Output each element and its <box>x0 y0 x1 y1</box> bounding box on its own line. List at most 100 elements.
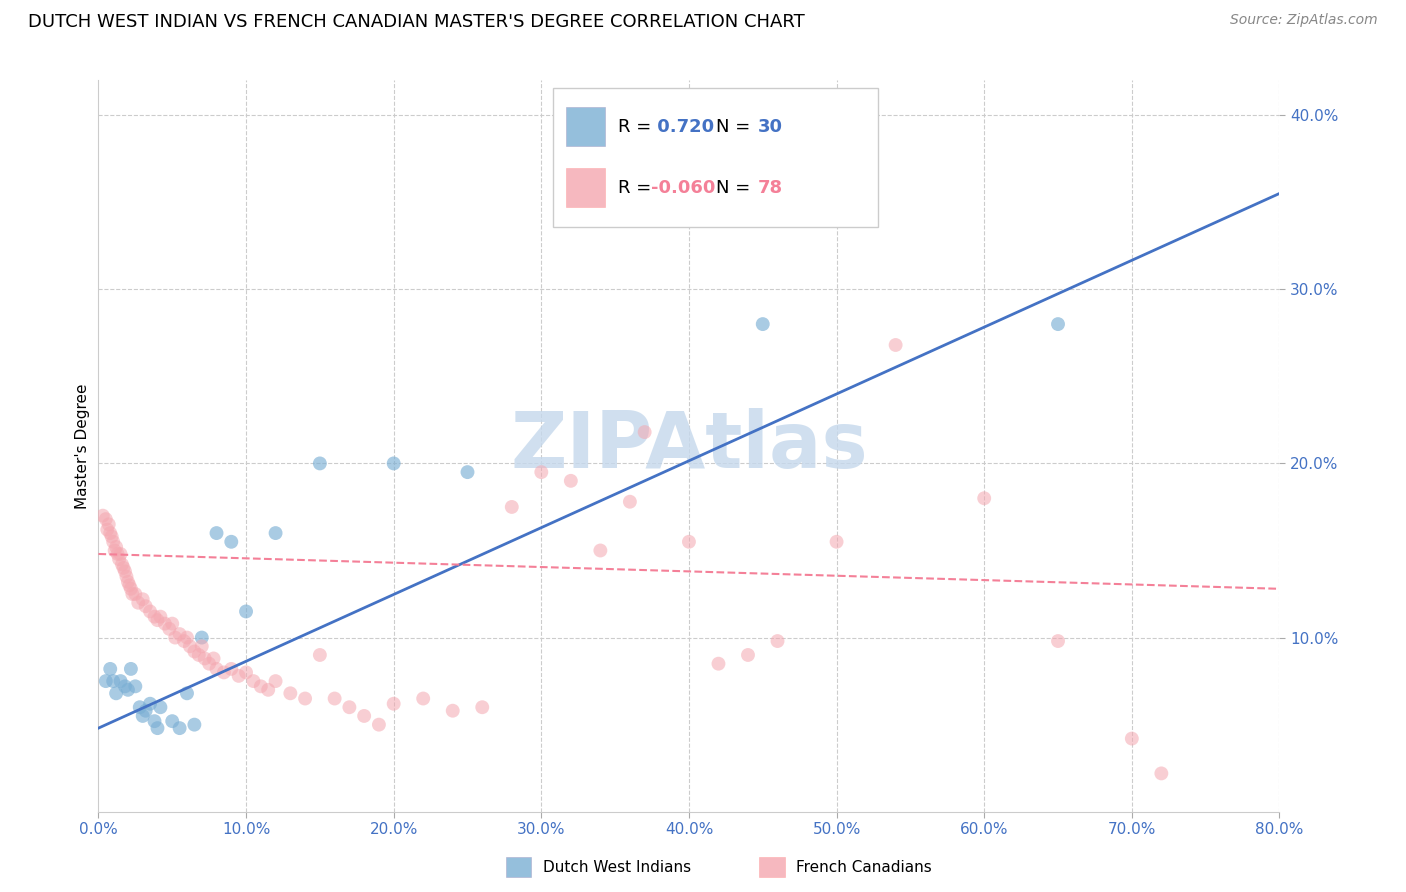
Point <box>105 686 128 700</box>
Point <box>110 674 132 689</box>
Point <box>228 669 250 683</box>
Point <box>127 596 149 610</box>
Point <box>98 662 121 676</box>
Point <box>219 534 242 549</box>
Point <box>187 648 209 662</box>
Point <box>149 700 172 714</box>
Point <box>107 547 129 561</box>
Point <box>205 662 228 676</box>
Point <box>368 717 391 731</box>
Point <box>309 457 332 471</box>
Point <box>121 587 143 601</box>
Text: DUTCH WEST INDIAN VS FRENCH CANADIAN MASTER'S DEGREE CORRELATION CHART: DUTCH WEST INDIAN VS FRENCH CANADIAN MAS… <box>28 13 804 31</box>
Point <box>456 465 478 479</box>
Text: 78: 78 <box>758 178 783 196</box>
Point <box>143 609 166 624</box>
Point <box>169 721 191 735</box>
Point <box>162 714 183 728</box>
Point <box>114 679 136 693</box>
Point <box>707 657 730 671</box>
Point <box>132 709 155 723</box>
Point <box>139 697 162 711</box>
Point <box>111 558 134 572</box>
Point <box>1121 731 1143 746</box>
Point <box>202 651 225 665</box>
Point <box>309 648 332 662</box>
Point <box>120 662 142 676</box>
Point <box>143 714 166 728</box>
Point <box>353 709 375 723</box>
Point <box>242 674 264 689</box>
Point <box>146 613 169 627</box>
Point <box>135 704 157 718</box>
Point <box>157 622 180 636</box>
Text: Dutch West Indians: Dutch West Indians <box>543 860 690 874</box>
Point <box>1150 766 1173 780</box>
Point <box>165 631 187 645</box>
Point <box>146 721 169 735</box>
Point <box>1046 317 1069 331</box>
Point <box>115 569 138 583</box>
Point <box>264 526 287 541</box>
Point <box>117 682 139 697</box>
Point <box>633 425 655 439</box>
Point <box>98 526 121 541</box>
Point <box>149 609 172 624</box>
Point <box>678 534 700 549</box>
Point <box>323 691 346 706</box>
Point <box>132 592 155 607</box>
Text: N =: N = <box>716 118 755 136</box>
Point <box>117 574 139 589</box>
Text: 30: 30 <box>758 118 783 136</box>
Text: R =: R = <box>619 118 657 136</box>
Point <box>825 534 848 549</box>
Point <box>176 686 198 700</box>
Point <box>973 491 995 506</box>
Point <box>1046 634 1069 648</box>
Point <box>191 631 214 645</box>
Point <box>139 604 162 618</box>
Point <box>100 530 122 544</box>
Point <box>135 599 157 614</box>
Point <box>108 552 131 566</box>
Point <box>176 631 198 645</box>
Text: ZIPAtlas: ZIPAtlas <box>510 408 868 484</box>
Point <box>250 679 273 693</box>
Point <box>766 634 789 648</box>
Point <box>114 565 136 579</box>
Point <box>530 465 553 479</box>
Text: -0.060: -0.060 <box>651 178 714 196</box>
Point <box>120 582 142 596</box>
Point <box>124 679 146 693</box>
Y-axis label: Master's Degree: Master's Degree <box>75 384 90 508</box>
Point <box>183 717 205 731</box>
Point <box>153 616 176 631</box>
Text: R =: R = <box>619 178 657 196</box>
Point <box>205 526 228 541</box>
Point <box>235 665 257 680</box>
Text: French Canadians: French Canadians <box>796 860 932 874</box>
Point <box>94 512 117 526</box>
Point <box>173 634 195 648</box>
Point <box>183 644 205 658</box>
Point <box>212 665 235 680</box>
Point <box>619 494 641 508</box>
Text: 0.720: 0.720 <box>651 118 714 136</box>
Point <box>278 686 302 700</box>
Point <box>441 704 464 718</box>
Point <box>198 657 221 671</box>
Point <box>162 616 183 631</box>
Point <box>105 540 128 554</box>
Point <box>589 543 612 558</box>
Point <box>751 317 773 331</box>
Point <box>124 587 146 601</box>
Point <box>560 474 582 488</box>
Point <box>91 508 114 523</box>
Point <box>194 651 217 665</box>
Point <box>118 578 141 592</box>
Point <box>97 517 120 532</box>
Point <box>257 682 280 697</box>
Point <box>264 674 287 689</box>
Point <box>737 648 759 662</box>
Point <box>884 338 907 352</box>
